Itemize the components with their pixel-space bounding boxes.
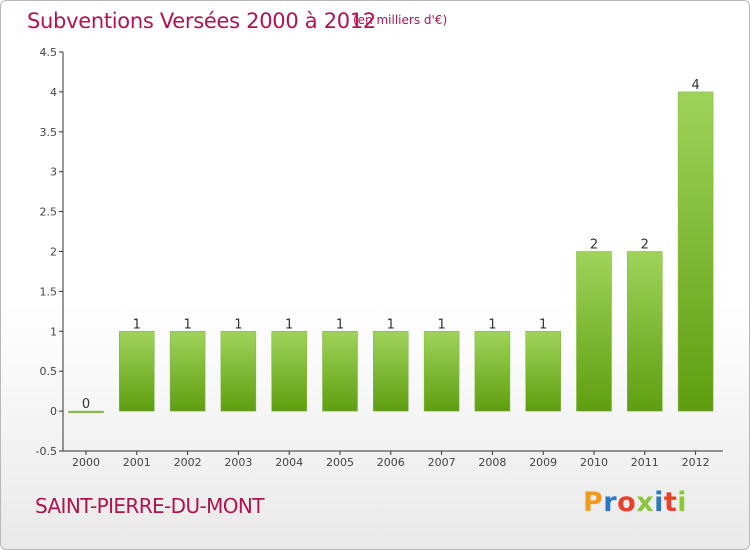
y-tick-label: 4.5 <box>40 46 58 59</box>
bar <box>576 251 612 412</box>
y-tick-label: 3 <box>50 166 57 179</box>
data-label: 1 <box>183 317 191 332</box>
bar <box>677 91 714 412</box>
x-tick-label: 2010 <box>580 456 608 469</box>
data-label: 1 <box>234 317 242 332</box>
x-tick-label: 2012 <box>682 456 710 469</box>
bar <box>525 331 561 412</box>
chart-title: Subventions Versées 2000 à 2012 <box>27 9 376 33</box>
y-tick-label: 2 <box>50 246 57 259</box>
y-tick-label: 2.5 <box>40 206 58 219</box>
y-tick-label: 0.5 <box>40 365 58 378</box>
proxiti-logo: Proxiti <box>583 487 688 518</box>
data-label: 1 <box>437 317 445 332</box>
data-label: 1 <box>387 317 395 332</box>
x-tick-label: 2002 <box>174 456 202 469</box>
x-tick-label: 2007 <box>428 456 456 469</box>
bar <box>373 331 409 412</box>
data-label: 1 <box>336 317 344 332</box>
x-tick-label: 2004 <box>275 456 303 469</box>
data-label: 4 <box>691 78 699 93</box>
y-tick-label: 0 <box>50 405 57 418</box>
data-label: 1 <box>285 317 293 332</box>
x-tick-label: 2005 <box>326 456 354 469</box>
bar <box>271 331 307 412</box>
x-tick-label: 2011 <box>631 456 659 469</box>
data-label: 1 <box>488 317 496 332</box>
bar <box>119 331 155 412</box>
chart-subtitle: (en milliers d'€) <box>353 13 448 27</box>
bar <box>169 331 206 412</box>
bar <box>423 331 460 412</box>
x-tick-label: 2009 <box>529 456 557 469</box>
y-tick-label: 3.5 <box>40 126 58 139</box>
bar <box>220 331 257 412</box>
data-label: 2 <box>641 238 649 253</box>
axes: -0.5 0 0.5 1 1.5 2 2.5 3 3.5 4 4.5 2000 2001 2002 2003… <box>36 46 723 469</box>
labels: 0 1 1 1 1 1 1 1 1 1 2 2 4 <box>82 78 700 412</box>
place-name: SAINT-PIERRE-DU-MONT <box>35 494 264 518</box>
x-tick-label: 2003 <box>224 456 252 469</box>
data-label: 2 <box>590 238 598 253</box>
data-label: 0 <box>82 397 90 412</box>
x-tick-label: 2008 <box>478 456 506 469</box>
y-tick-label: -0.5 <box>36 445 57 458</box>
x-tick-label: 2000 <box>72 456 100 469</box>
bar <box>322 331 358 412</box>
bar <box>474 331 511 412</box>
y-tick-label: 1 <box>50 325 57 338</box>
data-label: 1 <box>133 317 141 332</box>
bar <box>627 251 663 412</box>
x-tick-label: 2006 <box>377 456 405 469</box>
bar <box>68 410 104 413</box>
y-tick-label: 4 <box>50 86 57 99</box>
data-label: 1 <box>539 317 547 332</box>
x-tick-label: 2001 <box>123 456 151 469</box>
bars <box>68 91 714 413</box>
y-tick-label: 1.5 <box>40 285 58 298</box>
